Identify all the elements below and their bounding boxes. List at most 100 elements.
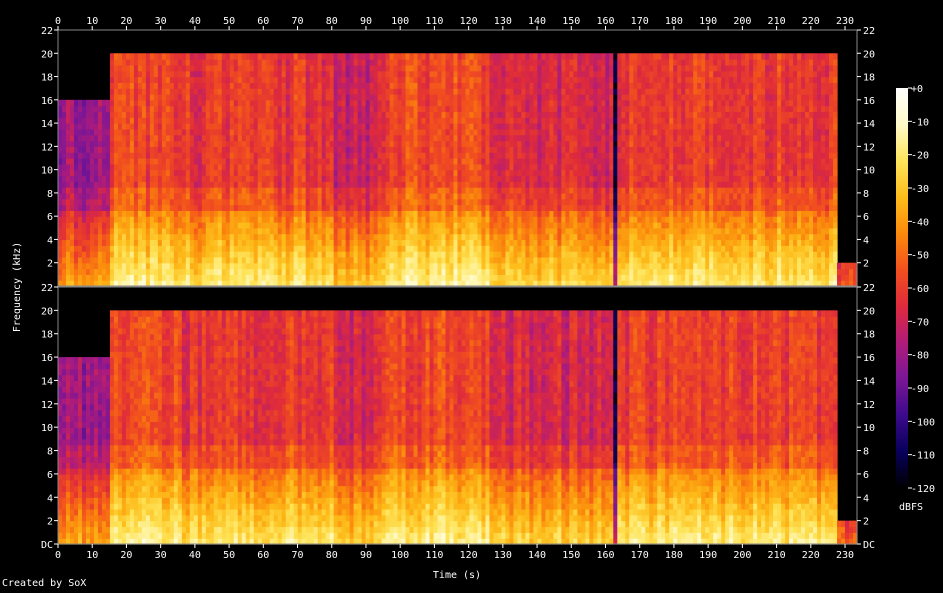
spectrogram-cell [118,135,123,141]
spectrogram-cell [485,234,490,240]
spectrogram-cell [454,199,459,205]
spectrogram-cell [126,77,131,83]
spectrogram-cell [194,106,199,112]
spectrogram-cell [266,141,271,147]
spectrogram-cell [386,111,391,117]
spectrogram-cell [338,82,343,88]
spectrogram-cell [537,59,542,65]
spectrogram-cell [294,193,299,199]
spectrogram-cell [517,88,522,94]
spectrogram-cell [206,146,211,152]
spectrogram-cell [473,181,478,187]
spectrogram-cell [541,106,546,112]
spectrogram-cell [202,199,207,205]
spectrogram-cell [346,245,351,251]
spectrogram-cell [561,88,566,94]
spectrogram-cell [358,181,363,187]
spectrogram-cell [190,199,195,205]
spectrogram-cell [118,100,123,106]
spectrogram-cell [462,263,467,269]
spectrogram-cell [146,269,151,275]
spectrogram-cell [258,141,263,147]
spectrogram-cell [334,251,339,257]
spectrogram-cell [254,82,259,88]
spectrogram-cell [170,77,175,83]
spectrogram-cell [446,239,451,245]
spectrogram-cell [489,222,494,228]
spectrogram-cell [206,274,211,280]
spectrogram-cell [465,228,470,234]
spectrogram-cell [565,234,570,240]
spectrogram-cell [533,158,538,164]
spectrogram-cell [442,152,447,158]
spectrogram-cell [78,152,83,158]
spectrogram-cell [70,158,75,164]
spectrogram-cell [553,100,558,106]
spectrogram-cell [310,106,315,112]
spectrogram-cell [454,123,459,129]
spectrogram-cell [222,106,227,112]
spectrogram-cell [553,274,558,280]
spectrogram-cell [346,222,351,228]
spectrogram-cell [162,216,167,222]
spectrogram-cell [314,135,319,141]
spectrogram-cell [278,158,283,164]
spectrogram-cell [294,94,299,100]
spectrogram-cell [158,88,163,94]
spectrogram-cell [174,239,179,245]
spectrogram-cell [170,88,175,94]
spectrogram-cell [90,175,95,181]
spectrogram-cell [473,251,478,257]
spectrogram-cell [234,269,239,275]
spectrogram-cell [462,251,467,257]
spectrogram-cell [537,269,542,275]
spectrogram-cell [338,111,343,117]
spectrogram-cell [206,77,211,83]
spectrogram-cell [398,251,403,257]
spectrogram-cell [561,187,566,193]
spectrogram-cell [230,199,235,205]
spectrogram-cell [553,170,558,176]
spectrogram-cell [374,257,379,263]
spectrogram-cell [517,65,522,71]
spectrogram-cell [513,71,518,77]
spectrogram-cell [90,269,95,275]
spectrogram-cell [489,117,494,123]
spectrogram-cell [545,82,550,88]
spectrogram-cell [94,205,99,211]
spectrogram-cell [513,245,518,251]
spectrogram-cell [458,216,463,222]
spectrogram-cell [501,170,506,176]
spectrogram-cell [198,59,203,65]
spectrogram-cell [198,164,203,170]
spectrogram-cell [434,175,439,181]
spectrogram-cell [98,164,103,170]
spectrogram-cell [342,210,347,216]
spectrogram-cell [94,181,99,187]
spectrogram-cell [350,65,355,71]
spectrogram-cell [557,111,562,117]
spectrogram-cell [98,239,103,245]
spectrogram-cell [422,129,427,135]
spectrogram-cell [521,100,526,106]
spectrogram-cell [390,245,395,251]
spectrogram-cell [473,141,478,147]
spectrogram-cell [513,59,518,65]
spectrogram-cell [94,152,99,158]
spectrogram-cell [382,205,387,211]
spectrogram-cell [190,234,195,240]
spectrogram-cell [398,146,403,152]
spectrogram-cell [390,152,395,158]
spectrogram-cell [110,100,115,106]
spectrogram-cell [485,129,490,135]
spectrogram-cell [186,135,191,141]
spectrogram-cell [90,123,95,129]
spectrogram-cell [557,141,562,147]
spectrogram-cell [226,228,231,234]
spectrogram-cell [122,199,127,205]
spectrogram-cell [310,239,315,245]
spectrogram-cell [338,59,343,65]
spectrogram-cell [565,181,570,187]
spectrogram-cell [458,82,463,88]
spectrogram-cell [78,129,83,135]
